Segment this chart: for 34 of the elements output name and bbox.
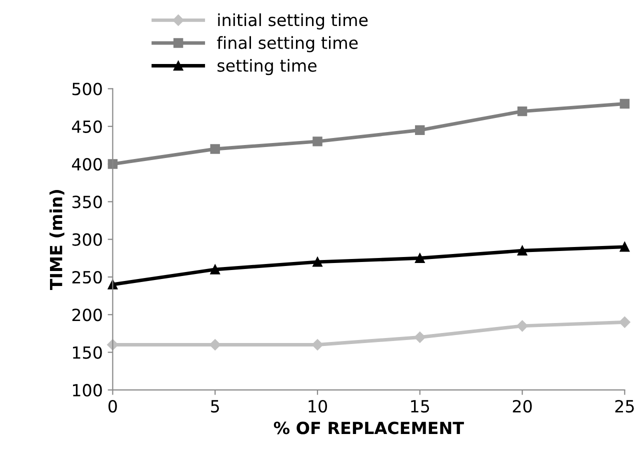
x-tick-label: 25 [615, 400, 634, 413]
y-axis-title: TIME (min) [49, 190, 64, 290]
y-tick-label: 100 [72, 384, 102, 397]
point [620, 98, 630, 109]
point [517, 106, 528, 116]
point [210, 264, 220, 274]
legend-label: setting time [218, 58, 316, 76]
y-tick-label: 150 [72, 346, 102, 359]
x-tick-label: 10 [308, 400, 327, 413]
legend-label: final setting time [217, 36, 358, 52]
legend-label: initial setting time [218, 13, 368, 30]
point [415, 125, 425, 136]
point [517, 246, 528, 256]
point [414, 332, 426, 343]
point [210, 144, 220, 154]
point [312, 257, 322, 267]
point [516, 320, 528, 332]
point [619, 316, 630, 328]
y-tick-label: 350 [72, 196, 102, 208]
x-tick-label: 20 [512, 400, 532, 413]
y-tick-label: 500 [72, 82, 102, 96]
point [108, 159, 118, 169]
x-tick-label: 15 [411, 400, 430, 413]
x-tick-label: 0 [108, 400, 117, 413]
point [620, 242, 630, 252]
y-tick-label: 450 [72, 120, 102, 133]
point [312, 136, 322, 146]
point [415, 253, 425, 264]
y-tick-label: 300 [72, 233, 102, 246]
y-tick-label: 250 [72, 270, 102, 284]
x-tick-label: 5 [211, 400, 219, 413]
x-axis-title: % OF REPLACEMENT [274, 422, 464, 434]
y-tick-label: 400 [72, 158, 102, 171]
y-tick-label: 200 [72, 308, 102, 322]
